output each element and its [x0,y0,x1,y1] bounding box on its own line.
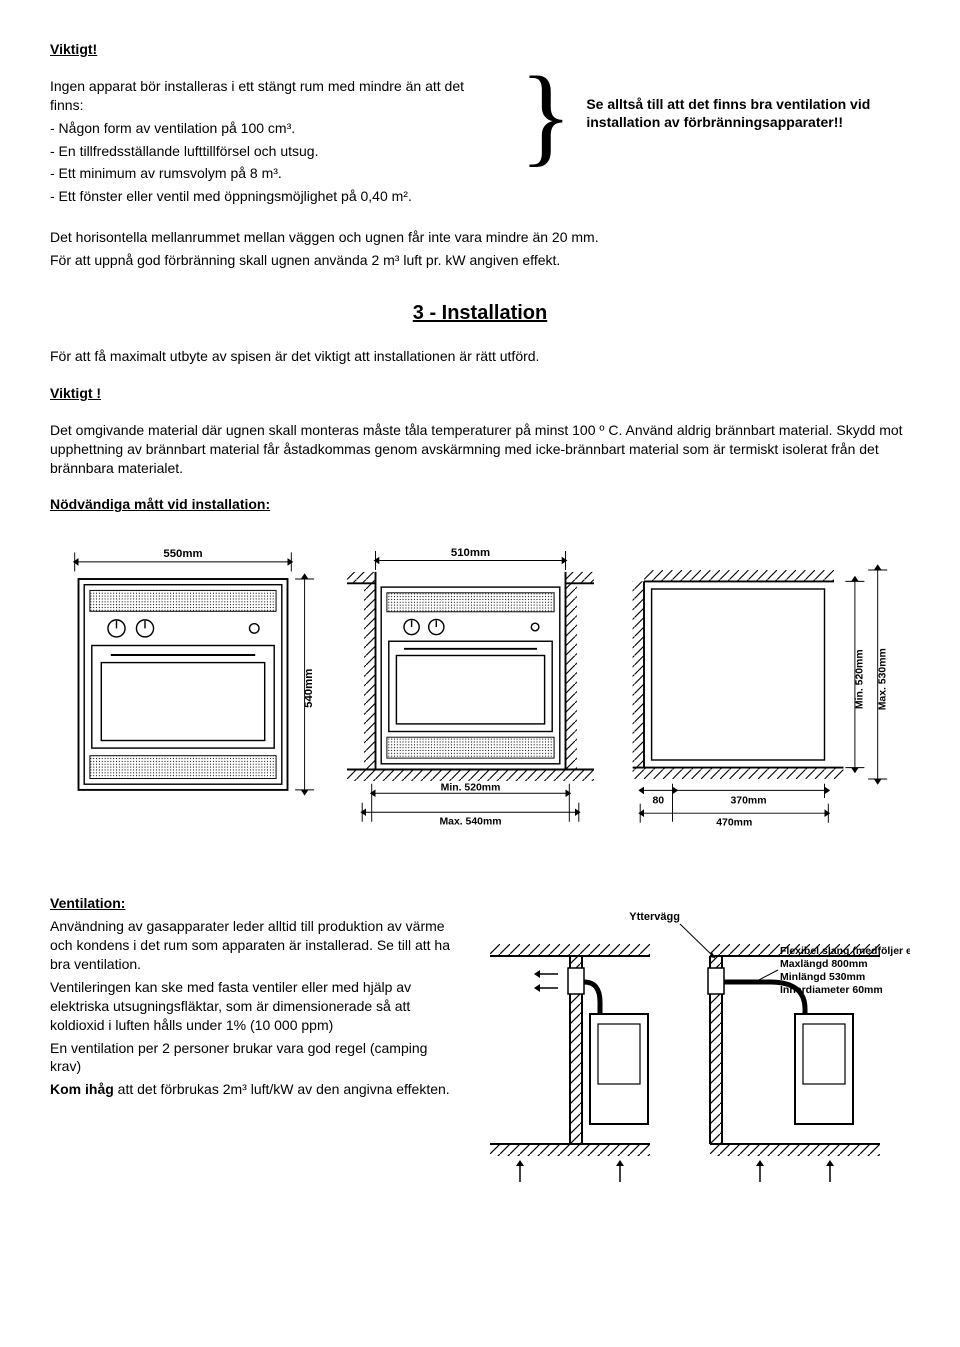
svg-text:Min. 520mm: Min. 520mm [441,783,501,794]
svg-text:Minlängd 530mm: Minlängd 530mm [780,971,865,983]
svg-text:Yttervägg: Yttervägg [629,911,680,923]
bullet-1: - Någon form av ventilation på 100 cm³. [50,119,480,138]
vent-p2: Ventileringen kan ske med fasta ventiler… [50,978,460,1035]
diagram-oven-cabinet: 510mm Min. 520mm Max. [328,534,613,834]
svg-text:Max. 540mm: Max. 540mm [439,817,501,828]
dimension-diagrams: 550mm 540mm [50,534,910,834]
intro-left-column: Ingen apparat bör installeras i ett stän… [50,77,480,210]
horiz-note-2: För att uppnå god förbränning skall ugne… [50,251,910,270]
horizontal-note: Det horisontella mellanrummet mellan väg… [50,228,910,270]
svg-text:Innerdiameter 60mm: Innerdiameter 60mm [780,984,883,996]
ventilation-section: Ventilation: Användning av gasapparater … [50,894,910,1194]
vent-p3: En ventilation per 2 personer brukar var… [50,1039,460,1077]
svg-text:Flexibel slang (medföljer ej): Flexibel slang (medföljer ej) [780,945,910,957]
svg-text:550mm: 550mm [163,549,202,561]
vent-p4: Kom ihåg att det förbrukas 2m³ luft/kW a… [50,1080,460,1099]
svg-text:540mm: 540mm [303,669,315,708]
svg-text:510mm: 510mm [451,547,490,559]
intro-text: Ingen apparat bör installeras i ett stän… [50,77,480,115]
dims-heading: Nödvändiga mått vid installation: [50,495,910,514]
bullet-3: - Ett minimum av rumsvolym på 8 m³. [50,164,480,183]
vent-p1: Användning av gasapparater leder alltid … [50,917,460,974]
diagram-oven-front: 550mm 540mm [50,534,316,814]
viktigt-heading: Viktigt! [50,40,910,59]
svg-text:370mm: 370mm [731,796,767,807]
svg-text:Min. 520mm: Min. 520mm [855,650,866,710]
install-intro: För att få maximalt utbyte av spisen är … [50,347,910,366]
svg-text:Maxlängd 800mm: Maxlängd 800mm [780,958,868,970]
diagram-oven-side: Min. 520mm Max. 530mm 80 370mm 470mm [625,534,910,834]
intro-right-column: } Se alltså till att det finns bra venti… [520,77,910,154]
horiz-note-1: Det horisontella mellanrummet mellan väg… [50,228,910,247]
bullet-4: - Ett fönster eller ventil med öppningsm… [50,187,480,206]
section-3-title: 3 - Installation [50,300,910,327]
material-text: Det omgivande material där ugnen skall m… [50,421,910,478]
bullet-2: - En tillfredsställande lufttillförsel o… [50,142,480,161]
svg-text:470mm: 470mm [716,818,752,829]
svg-text:80: 80 [652,796,664,807]
brace-icon: } [520,77,573,154]
svg-text:Max. 530mm: Max. 530mm [877,649,888,711]
viktigt-2: Viktigt ! [50,384,910,403]
ventilation-diagram: Yttervägg Flexibel slang (medföljer ej) … [480,894,910,1194]
ventilation-warning: Se alltså till att det finns bra ventila… [586,95,910,133]
ventilation-heading: Ventilation: [50,895,125,911]
